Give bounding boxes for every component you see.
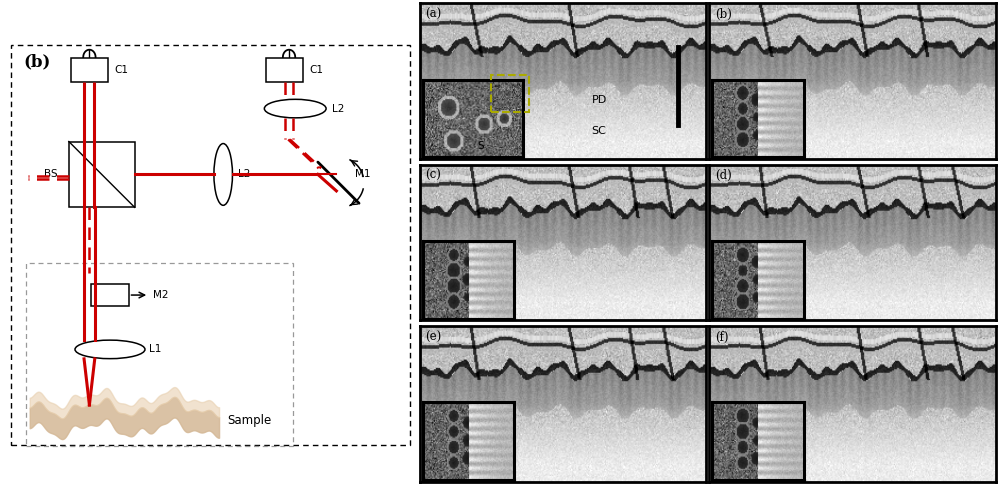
Text: BS: BS: [44, 169, 58, 180]
Ellipse shape: [214, 144, 233, 205]
Bar: [91, 284, 128, 306]
Text: C1: C1: [309, 65, 323, 75]
Text: L1: L1: [149, 345, 161, 354]
Bar: [69, 141, 134, 207]
Text: (e): (e): [425, 331, 441, 344]
Text: L2: L2: [238, 169, 250, 180]
Ellipse shape: [264, 99, 326, 118]
Ellipse shape: [75, 340, 144, 359]
Text: (b): (b): [714, 8, 731, 21]
Text: (d): (d): [714, 169, 731, 182]
Text: L2: L2: [332, 104, 344, 114]
Text: (a): (a): [425, 8, 441, 21]
Text: M2: M2: [153, 290, 169, 300]
Bar: [490, 75, 528, 112]
Text: (b): (b): [23, 53, 51, 70]
Text: SC: SC: [591, 126, 606, 136]
Text: (f): (f): [714, 331, 728, 344]
Text: PD: PD: [591, 95, 606, 105]
Text: C1: C1: [114, 65, 128, 75]
Text: Sample: Sample: [227, 414, 271, 427]
Bar: [266, 58, 303, 82]
Text: (c): (c): [425, 169, 441, 182]
Bar: [71, 58, 108, 82]
Text: M1: M1: [355, 169, 370, 180]
